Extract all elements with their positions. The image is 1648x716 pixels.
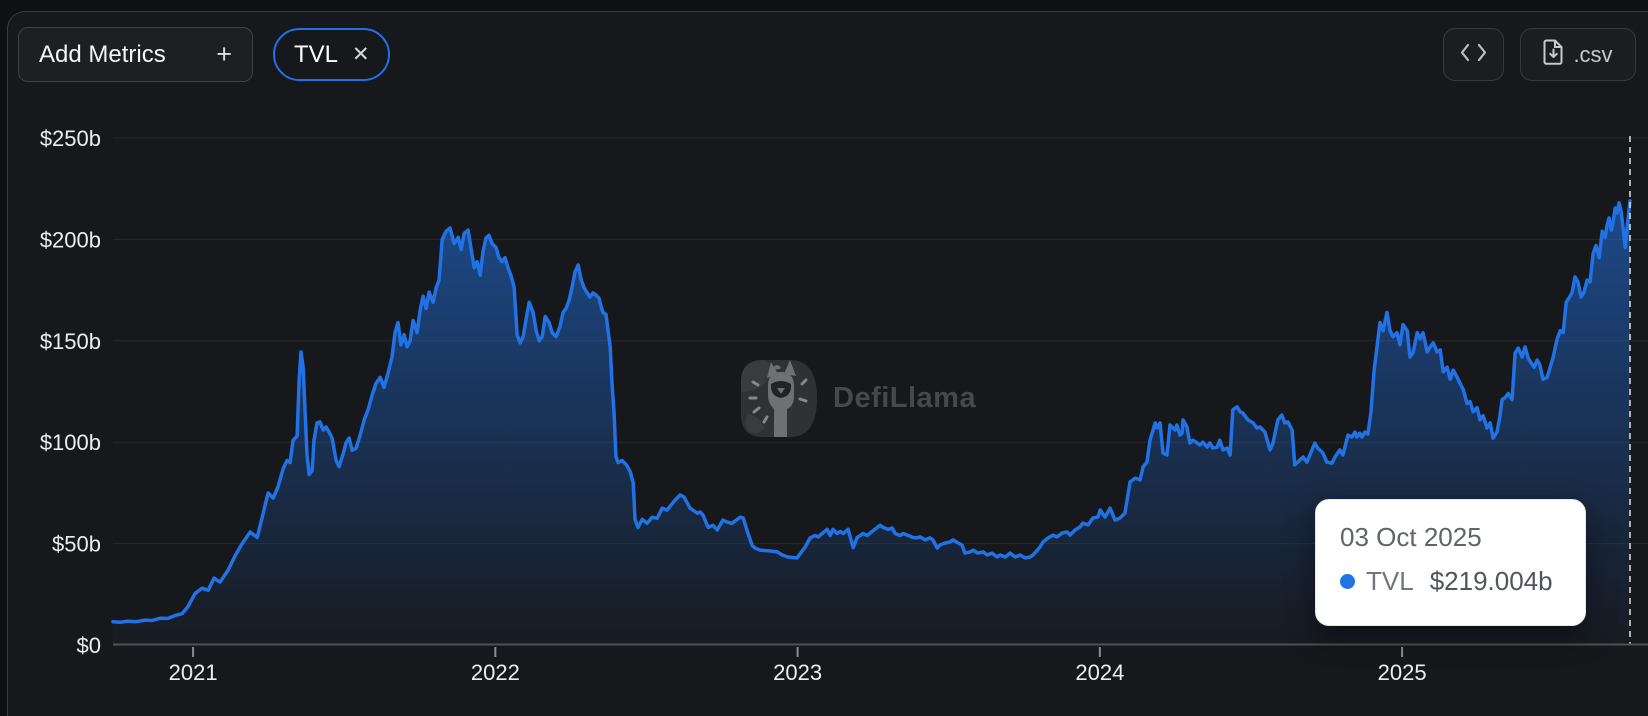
tooltip-series-value: $219.004b bbox=[1429, 566, 1553, 596]
add-metrics-label: Add Metrics bbox=[39, 40, 166, 68]
metric-pill-label: TVL bbox=[294, 40, 339, 68]
y-axis-label: $0 bbox=[77, 633, 101, 658]
tvl-line bbox=[111, 199, 1632, 625]
download-csv-button[interactable]: .csv bbox=[1520, 28, 1636, 81]
x-axis-label: 2024 bbox=[1075, 660, 1124, 685]
x-axis-label: 2021 bbox=[169, 660, 218, 685]
tooltip-series-dot bbox=[1340, 574, 1355, 589]
x-axis-label: 2025 bbox=[1378, 660, 1427, 685]
file-download-icon bbox=[1543, 39, 1564, 70]
tooltip-date: 03 Oct 2025 bbox=[1340, 522, 1482, 552]
embed-code-button[interactable] bbox=[1443, 28, 1504, 81]
tooltip-series-label: TVL bbox=[1366, 566, 1414, 596]
plus-icon: + bbox=[216, 39, 232, 69]
chart-tooltip: 03 Oct 2025 TVL $219.004b bbox=[1315, 499, 1586, 626]
y-axis-label: $100b bbox=[40, 430, 101, 455]
defillama-llama-logo-icon bbox=[740, 352, 818, 445]
add-metrics-button[interactable]: Add Metrics + bbox=[18, 27, 253, 82]
x-axis-label: 2023 bbox=[773, 660, 822, 685]
y-axis-label: $50b bbox=[52, 532, 101, 557]
y-axis-label: $250b bbox=[40, 126, 101, 151]
tvl-area-fill bbox=[113, 200, 1630, 645]
csv-label: .csv bbox=[1573, 41, 1613, 67]
watermark-brand-text: DefiLlama bbox=[833, 382, 977, 414]
x-axis-label: 2022 bbox=[471, 660, 520, 685]
metric-pill-tvl[interactable]: TVL ✕ bbox=[273, 28, 390, 81]
code-brackets-icon bbox=[1460, 43, 1487, 67]
defillama-watermark: DefiLlama bbox=[740, 352, 976, 445]
close-icon[interactable]: ✕ bbox=[352, 43, 370, 66]
y-axis-label: $200b bbox=[40, 227, 101, 252]
y-axis-label: $150b bbox=[40, 329, 101, 354]
